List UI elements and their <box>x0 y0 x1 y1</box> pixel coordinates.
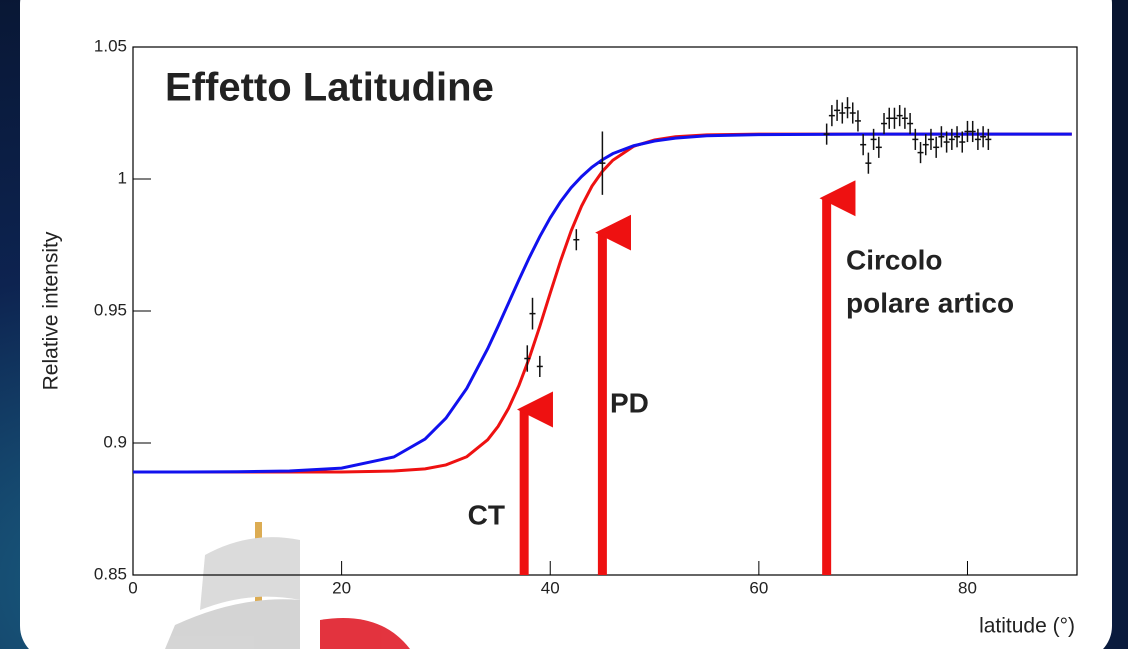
y-tick-label: 1 <box>118 168 127 187</box>
x-axis-label: latitude (°) <box>979 615 1075 638</box>
y-tick-label: 1.05 <box>94 36 127 55</box>
annotation-label: CT <box>468 499 505 530</box>
y-tick-label: 0.85 <box>94 564 127 583</box>
y-tick-label: 0.9 <box>103 432 127 451</box>
chart-title: Effetto Latitudine <box>165 66 494 110</box>
annotation-label: polare artico <box>846 287 1014 318</box>
slide: Effetto Latitudine latitude (°) Relative… <box>0 0 1128 649</box>
x-tick-label: 20 <box>332 578 351 597</box>
x-tick-label: 80 <box>958 578 977 597</box>
x-tick-label: 40 <box>541 578 560 597</box>
y-axis-label: Relative intensity <box>40 231 63 390</box>
annotation-label: PD <box>610 387 649 418</box>
x-tick-label: 60 <box>749 578 768 597</box>
x-tick-label: 0 <box>128 578 137 597</box>
y-tick-label: 0.95 <box>94 300 127 319</box>
annotation-label: Circolo <box>846 244 942 275</box>
